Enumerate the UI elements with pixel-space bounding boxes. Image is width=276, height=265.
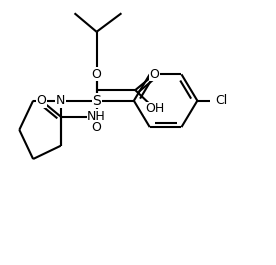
Text: O: O — [92, 121, 102, 134]
Text: O: O — [92, 68, 102, 81]
Text: OH: OH — [145, 102, 164, 115]
Text: S: S — [92, 94, 101, 108]
Text: NH: NH — [87, 110, 106, 123]
Text: O: O — [36, 94, 46, 107]
Text: O: O — [150, 68, 160, 81]
Text: Cl: Cl — [215, 94, 227, 107]
Text: N: N — [56, 94, 65, 107]
